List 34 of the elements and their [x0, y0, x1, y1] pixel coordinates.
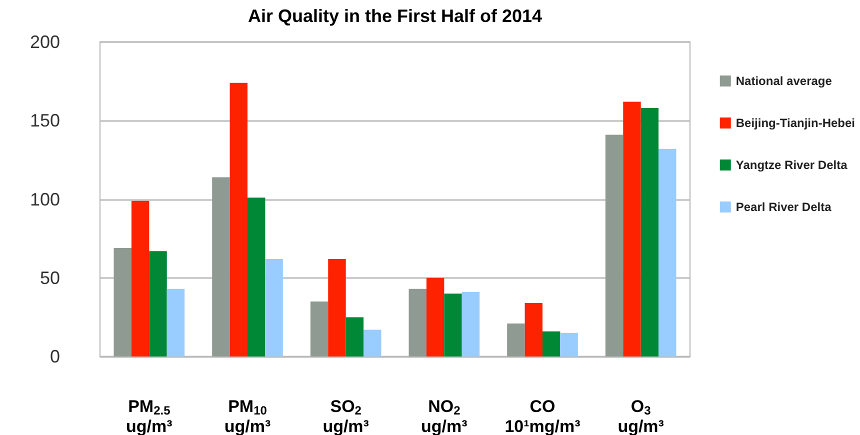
- bar: [265, 259, 283, 356]
- chart-title: Air Quality in the First Half of 2014: [248, 6, 542, 26]
- bar: [426, 278, 444, 356]
- bar: [131, 200, 150, 356]
- bar: [212, 177, 230, 356]
- y-tick-label: 100: [30, 189, 60, 210]
- y-tick-label: 200: [30, 32, 60, 52]
- bar: [658, 148, 676, 356]
- legend-label: Yangtze River Delta: [736, 158, 848, 172]
- bar: [114, 248, 132, 356]
- legend-label: National average: [736, 74, 832, 88]
- bar: [462, 292, 480, 356]
- bar: [640, 108, 659, 356]
- bar: [524, 303, 542, 356]
- bar: [166, 288, 185, 356]
- bar: [623, 102, 641, 356]
- bar: [328, 259, 346, 356]
- bar: [507, 323, 525, 356]
- y-tick-label: 0: [50, 346, 60, 366]
- bar: [248, 198, 266, 356]
- bar: [149, 251, 167, 356]
- y-tick-label: 50: [40, 268, 60, 288]
- bar: [364, 330, 382, 356]
- bar: [310, 301, 328, 356]
- legend-label: Beijing-Tianjin-Hebei: [736, 116, 856, 130]
- bar: [408, 288, 426, 356]
- bar: [444, 294, 462, 356]
- bar: [605, 134, 624, 356]
- bar: [542, 331, 560, 356]
- bar: [230, 82, 248, 356]
- y-tick-label: 150: [30, 110, 60, 131]
- bar: [560, 332, 578, 356]
- bar: [346, 317, 364, 356]
- legend-label: Pearl River Delta: [736, 200, 832, 214]
